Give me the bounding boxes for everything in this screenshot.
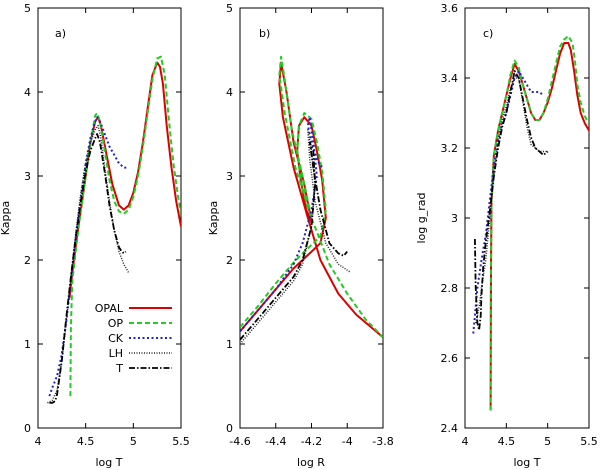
y-axis-label: Kappa [0,201,12,235]
series-line-opal [68,61,181,298]
x-tick-label: 4 [462,435,469,448]
x-tick-label: 4.5 [498,435,516,448]
legend-label-lh: LH [109,347,123,360]
y-tick-label: 0 [24,422,31,435]
y-tick-label: 3 [226,170,233,183]
x-tick-label: 5 [544,435,551,448]
x-tick-label: -4 [342,435,353,448]
y-tick-label: 1 [24,338,31,351]
y-axis-label: log g_rad [415,193,428,244]
series-line-op [240,55,383,338]
y-tick-label: 2.4 [441,422,459,435]
y-tick-label: 4 [226,86,233,99]
panel-a: a) log T Kappa 4 4.5 5 5.5 0 1 2 3 4 5 OPAL OP CK… [0,2,190,469]
y-tick-label: 3.4 [441,72,459,85]
x-axis-label: log R [297,456,325,469]
legend: OPAL OP CK LH T [95,302,172,375]
y-tick-label: 3.6 [441,2,459,15]
legend-label-ck: CK [108,332,124,345]
panel-label: b) [259,27,270,40]
x-tick-label: 5.5 [580,435,598,448]
y-tick-label: 3 [451,212,458,225]
series-line-t [49,133,127,404]
panel-label: a) [55,27,66,40]
x-tick-label: -4.2 [301,435,322,448]
x-tick-label: -3.8 [372,435,393,448]
y-tick-label: 5 [24,2,31,15]
legend-label-t: T [115,362,123,375]
panel-c: c) log T log g_rad 4 4.5 5 5.5 2.4 2.6 2.8 3 3.2… [415,2,598,469]
y-tick-label: 2 [24,254,31,267]
x-tick-label: 5 [130,435,137,448]
series-line-ck [472,70,545,334]
x-tick-label: 4.5 [77,435,95,448]
series-line-op [489,35,589,411]
legend-label-op: OP [108,317,124,330]
y-tick-label: 2.8 [441,282,459,295]
y-tick-label: 5 [226,2,233,15]
series-line-t [240,141,348,341]
x-tick-label: -4.4 [265,435,286,448]
panel-b: b) log R Kappa -4.6 -4.4 -4.2 -4 -3.8 0 1 2 3 4 5 [207,2,394,469]
y-axis-label: Kappa [207,201,220,235]
series-line-ck [240,116,325,333]
axis-ticks: 4 4.5 5 5.5 2.4 2.6 2.8 3 3.2 3.4 3.6 [441,2,598,448]
x-axis-label: log T [96,456,123,469]
y-tick-label: 3.2 [441,142,459,155]
x-tick-label: 5.5 [172,435,190,448]
series-line-t [474,70,549,331]
x-tick-label: 4 [35,435,42,448]
y-tick-label: 2 [226,254,233,267]
panel-label: c) [483,27,493,40]
x-axis-label: log T [514,456,541,469]
y-tick-label: 2.6 [441,352,459,365]
y-tick-label: 3 [24,170,31,183]
series-group [472,35,589,411]
series-line-op [69,55,181,397]
plot-frame [464,7,590,429]
y-tick-label: 1 [226,338,233,351]
plot-frame [37,7,182,429]
series-group [240,55,383,345]
series-line-opal [240,61,383,339]
axis-ticks: 4 4.5 5 5.5 0 1 2 3 4 5 [24,2,190,448]
legend-label-opal: OPAL [95,302,124,315]
y-tick-label: 4 [24,86,31,99]
x-tick-label: -4.6 [229,435,250,448]
axis-ticks: -4.6 -4.4 -4.2 -4 -3.8 0 1 2 3 4 5 [226,2,394,448]
y-tick-label: 0 [226,422,233,435]
series-line-lh [474,77,548,324]
series-group [47,55,181,404]
